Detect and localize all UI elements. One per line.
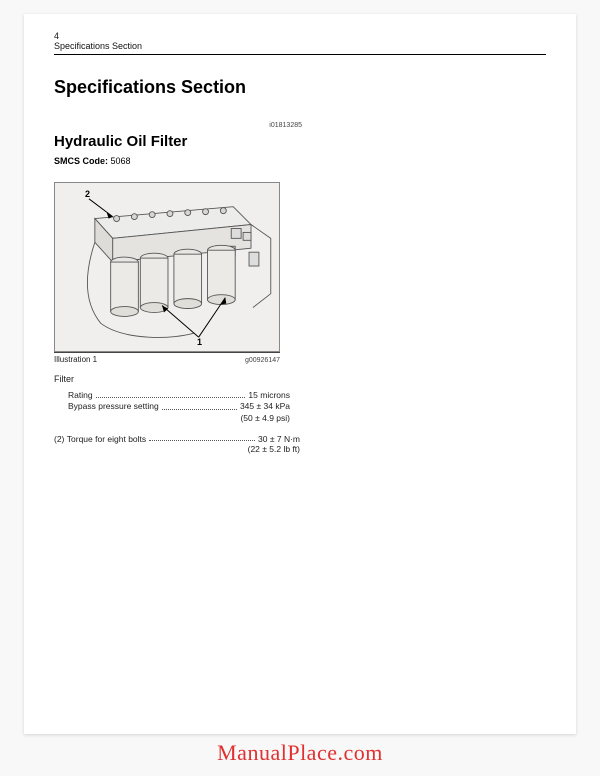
filter-drawing bbox=[55, 183, 279, 351]
spec-rating: Rating 15 microns bbox=[68, 390, 290, 401]
topic-title: Hydraulic Oil Filter bbox=[54, 133, 302, 150]
smcs-label: SMCS Code: bbox=[54, 156, 108, 166]
watermark-text: ManualPlace.com bbox=[0, 740, 600, 766]
illustration-figure: 2 1 bbox=[54, 182, 280, 352]
bolt-alt: (22 ± 5.2 lb ft) bbox=[54, 444, 300, 454]
bypass-alt: (50 ± 4.9 psi) bbox=[68, 413, 290, 424]
filter-header: Filter bbox=[54, 374, 302, 384]
left-column: i01813285 Hydraulic Oil Filter SMCS Code… bbox=[54, 122, 302, 454]
rating-label: Rating bbox=[68, 390, 93, 401]
figure-caption: Illustration 1 g00926147 bbox=[54, 352, 280, 364]
spec-list: Rating 15 microns Bypass pressure settin… bbox=[54, 390, 290, 424]
spec-bolt: (2) Torque for eight bolts 30 ± 7 N·m bbox=[54, 434, 300, 444]
rating-value: 15 microns bbox=[248, 390, 290, 401]
bypass-value: 345 ± 34 kPa bbox=[240, 401, 290, 412]
bolt-label: Torque for eight bolts bbox=[67, 434, 146, 444]
caption-label: Illustration 1 bbox=[54, 355, 97, 364]
smcs-line: SMCS Code: 5068 bbox=[54, 156, 302, 166]
caption-id: g00926147 bbox=[245, 357, 280, 364]
document-page: 4 Specifications Section Specifications … bbox=[24, 14, 576, 734]
leader-dots bbox=[96, 390, 246, 398]
leader-dots bbox=[162, 401, 237, 409]
section-title: Specifications Section bbox=[54, 77, 546, 98]
header-section-label: Specifications Section bbox=[54, 42, 546, 52]
document-id: i01813285 bbox=[54, 122, 302, 129]
spec-bypass: Bypass pressure setting 345 ± 34 kPa bbox=[68, 401, 290, 412]
header-rule bbox=[54, 54, 546, 55]
smcs-value: 5068 bbox=[111, 156, 131, 166]
bypass-label: Bypass pressure setting bbox=[68, 401, 159, 412]
bolt-value: 30 ± 7 N·m bbox=[258, 434, 300, 444]
leader-dots bbox=[149, 434, 255, 441]
bolt-prefix: (2) bbox=[54, 434, 64, 444]
